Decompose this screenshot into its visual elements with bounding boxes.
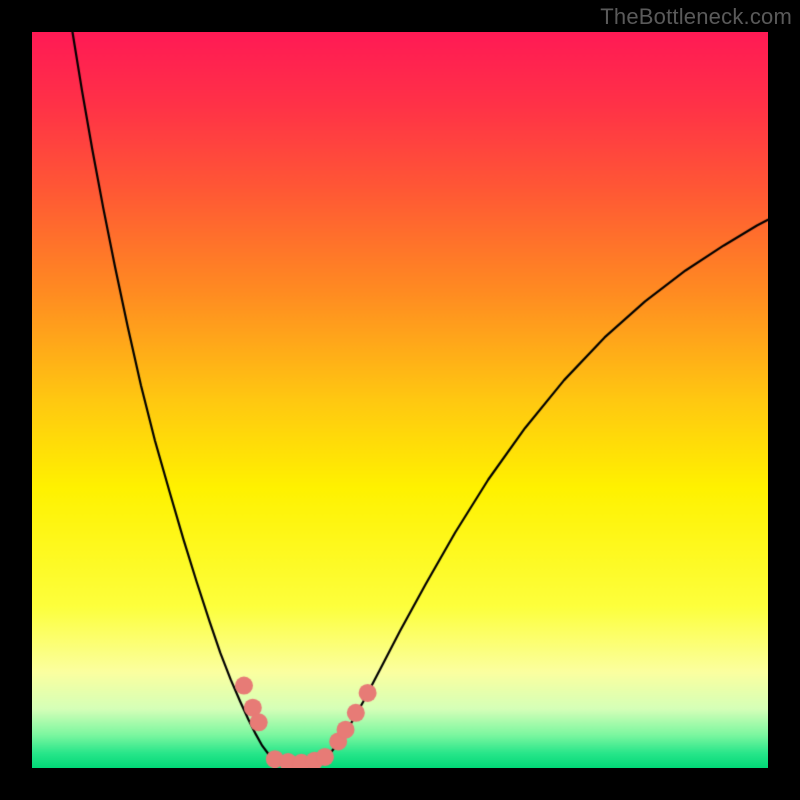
chart-container: TheBottleneck.com [0,0,800,800]
chart-canvas [32,32,768,768]
plot-area [32,32,768,768]
watermark-text: TheBottleneck.com [600,4,792,30]
